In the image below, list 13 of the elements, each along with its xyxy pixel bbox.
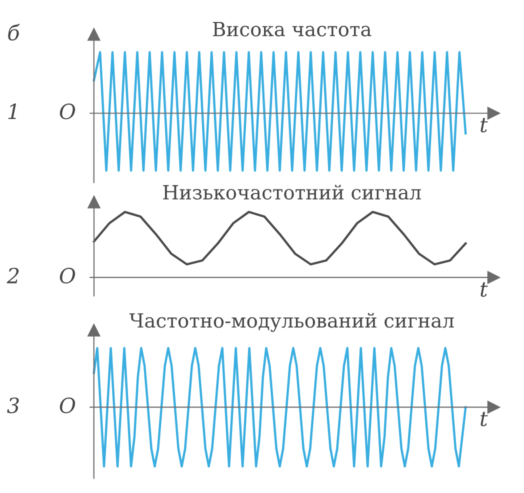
chart-title: Низькочастотний сигнал (163, 184, 421, 200)
text: 2 (6, 268, 19, 284)
chart-title: Висока частота (212, 22, 372, 36)
text: 3 (7, 398, 19, 414)
text: O (60, 104, 76, 120)
x-axis-title: t (480, 282, 488, 297)
text: O (60, 268, 76, 284)
text: 1 (8, 104, 16, 119)
chart-title: Частотно-модульований сигнал (129, 312, 454, 332)
x-axis-title: t (480, 412, 488, 426)
x-axis-title: t (480, 118, 488, 132)
text: O (60, 398, 76, 414)
text: б (8, 24, 20, 41)
